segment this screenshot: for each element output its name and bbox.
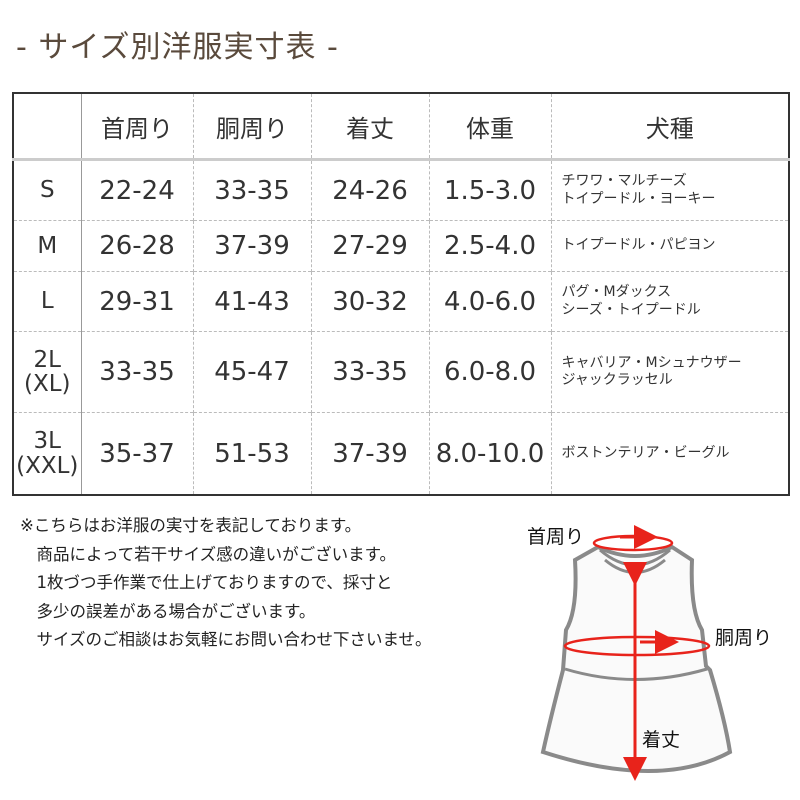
neck-label: 首周り	[527, 526, 584, 548]
table-header-row: 首周り 胴周り 着丈 体重 犬種	[13, 93, 789, 160]
breed-cell: ボストンテリア・ビーグル	[550, 412, 789, 495]
header-chest: 胴周り	[192, 93, 311, 160]
chest-cell: 41-43	[192, 271, 311, 332]
length-cell: 27-29	[310, 220, 429, 272]
breed-cell: パグ・Mダックス シーズ・トイプードル	[550, 271, 789, 332]
size-notes: ※こちらはお洋服の実寸を表記しております。 商品によって若干サイズ感の違いがござ…	[20, 512, 432, 655]
breed-line: シーズ・トイプードル	[561, 301, 701, 318]
weight-cell: 4.0-6.0	[428, 271, 551, 332]
table-row: 3L (XXL) 35-37 51-53 37-39 8.0-10.0 ボストンテ…	[13, 412, 789, 495]
header-breed: 犬種	[550, 93, 789, 160]
length-cell: 37-39	[310, 412, 429, 495]
note-line: 1枚づつ手作業で仕上げておりますので、採寸と	[20, 573, 393, 592]
neck-cell: 22-24	[80, 158, 193, 221]
length-cell: 30-32	[310, 271, 429, 332]
chest-cell: 45-47	[192, 330, 311, 413]
neck-cell: 29-31	[80, 271, 193, 332]
size-cell: 3L (XXL)	[13, 412, 82, 495]
size-alt-label: (XXL)	[16, 452, 79, 479]
weight-cell: 2.5-4.0	[428, 220, 551, 272]
size-cell: S	[13, 158, 82, 221]
breed-line: トイプードル・ヨーキー	[561, 190, 716, 207]
breed-line: ジャックラッセル	[561, 372, 673, 388]
weight-cell: 8.0-10.0	[428, 412, 551, 495]
page-title: - サイズ別洋服実寸表 -	[16, 30, 339, 65]
header-length: 着丈	[310, 93, 429, 160]
header-neck: 首周り	[80, 93, 193, 160]
breed-line: キャバリア・Mシュナウザー	[561, 354, 742, 371]
header-size	[13, 93, 82, 160]
table-row: M 26-28 37-39 27-29 2.5-4.0 トイプードル・パピヨン	[13, 220, 789, 272]
note-line: サイズのご相談はお気軽にお問い合わせ下さいませ。	[20, 630, 432, 649]
neck-cell: 26-28	[80, 220, 193, 272]
length-label: 着丈	[642, 729, 680, 751]
weight-cell: 1.5-3.0	[428, 158, 551, 221]
size-cell: M	[13, 220, 82, 272]
length-cell: 33-35	[310, 330, 429, 413]
chest-cell: 51-53	[192, 412, 311, 495]
note-line: 多少の誤差がある場合がございます。	[20, 601, 316, 621]
note-line: ※こちらはお洋服の実寸を表記しております。	[20, 516, 362, 535]
chest-label: 胴周り	[715, 627, 772, 649]
length-cell: 24-26	[310, 158, 429, 221]
breed-line: トイプードル・パピヨン	[561, 237, 716, 254]
neck-cell: 35-37	[80, 412, 193, 495]
size-label: 2L	[33, 346, 61, 373]
size-cell: 2L (XL)	[13, 330, 82, 413]
breed-cell: キャバリア・Mシュナウザー ジャックラッセル	[550, 330, 789, 413]
neck-cell: 33-35	[80, 330, 193, 413]
breed-cell: トイプードル・パピヨン	[550, 220, 789, 272]
chest-cell: 37-39	[192, 220, 311, 272]
weight-cell: 6.0-8.0	[428, 330, 551, 413]
size-table: 首周り 胴周り 着丈 体重 犬種 S 22-24 33-35 24-26 1.5…	[12, 92, 790, 496]
table-row: S 22-24 33-35 24-26 1.5-3.0 チワワ・マルチーズ トイプ…	[13, 158, 789, 221]
size-alt-label: (XL)	[23, 371, 71, 397]
breed-cell: チワワ・マルチーズ トイプードル・ヨーキー	[550, 158, 789, 221]
chest-cell: 33-35	[192, 158, 311, 221]
size-label: 3L	[33, 428, 61, 455]
table-row: L 29-31 41-43 30-32 4.0-6.0 パグ・Mダックス シーズ・…	[13, 271, 789, 332]
note-line: 商品によって若干サイズ感の違いがございます。	[20, 544, 397, 564]
table-row: 2L (XL) 33-35 45-47 33-35 6.0-8.0 キャバリア・M…	[13, 330, 789, 413]
header-weight: 体重	[428, 93, 551, 160]
size-cell: L	[13, 271, 82, 332]
breed-line: チワワ・マルチーズ	[561, 173, 687, 190]
breed-line: ボストンテリア・ビーグル	[561, 444, 730, 461]
breed-line: パグ・Mダックス	[561, 284, 672, 301]
